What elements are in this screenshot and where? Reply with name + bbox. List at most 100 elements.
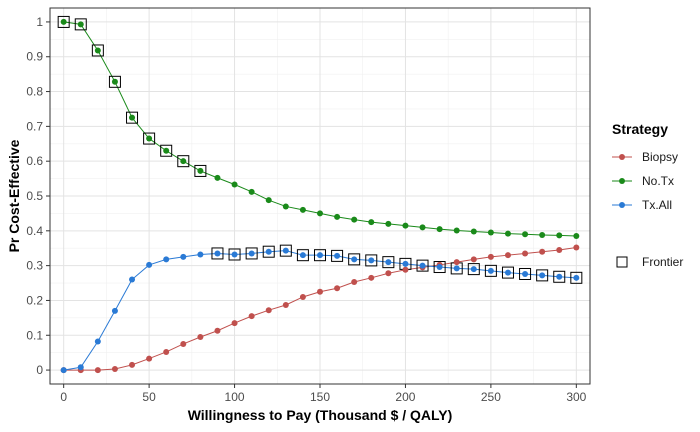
data-point-no-tx [248, 188, 255, 195]
frontier-marker [348, 253, 361, 266]
data-point-no-tx [385, 220, 392, 227]
frontier-marker [228, 248, 241, 261]
frontier-marker [467, 263, 480, 276]
data-point-no-tx [163, 147, 170, 154]
data-point-biopsy [231, 320, 238, 327]
data-point-no-tx [111, 78, 118, 85]
x-tick-label: 150 [310, 390, 330, 404]
data-point-tx-all [231, 251, 238, 258]
data-point-biopsy [317, 288, 323, 295]
data-point-biopsy [111, 366, 118, 373]
data-point-no-tx [129, 114, 136, 121]
data-point-biopsy [94, 367, 101, 374]
data-point-tx-all [470, 266, 477, 273]
y-axis-title: Pr Cost-Effective [6, 139, 22, 252]
data-point-tx-all [94, 338, 101, 345]
data-point-biopsy [163, 348, 170, 355]
y-tick-label: 0.9 [26, 50, 43, 64]
data-point-biopsy [265, 307, 272, 314]
data-point-no-tx [214, 174, 221, 181]
data-point-tx-all [402, 260, 409, 267]
data-point-biopsy [487, 253, 494, 260]
data-point-no-tx [282, 203, 289, 210]
frontier-marker [553, 270, 566, 283]
frontier-marker [484, 264, 497, 277]
data-point-tx-all [385, 259, 392, 266]
legend-frontier-square [616, 256, 628, 268]
data-point-biopsy [214, 327, 221, 334]
data-point-no-tx [351, 216, 358, 223]
data-point-biopsy [539, 248, 546, 255]
x-tick-label: 50 [142, 390, 156, 404]
data-point-tx-all [504, 269, 511, 276]
axis-ticks: 0 50 100 150 200 250 300 0 0.1 0.2 0.3 0.4 0.5 0.6 0.7… [26, 15, 586, 404]
data-point-biopsy [129, 361, 136, 368]
frontier-marker [331, 249, 344, 262]
data-point-tx-all [299, 252, 306, 259]
data-point-no-tx [402, 222, 409, 229]
data-point-tx-all [214, 250, 221, 257]
data-point-no-tx [522, 231, 529, 238]
data-point-biopsy [573, 244, 580, 251]
frontier-marker [262, 245, 275, 258]
frontier-marker [536, 269, 549, 282]
frontier-marker [416, 259, 429, 272]
data-point-tx-all [282, 247, 289, 254]
y-tick-label: 0.1 [26, 328, 43, 342]
data-point-no-tx [470, 228, 477, 235]
data-point-no-tx [539, 231, 546, 238]
legend-label-no-tx: No.Tx [642, 174, 674, 188]
y-tick-label: 0.8 [26, 85, 43, 99]
data-point-tx-all [487, 267, 494, 274]
legend-label-frontier: Frontier [642, 255, 683, 269]
data-point-biopsy [146, 355, 153, 362]
data-point-no-tx [265, 197, 272, 204]
data-point-no-tx [146, 135, 153, 142]
y-tick-label: 0.6 [26, 154, 43, 168]
legend: Strategy Biopsy No.Tx Tx.All Frontier [612, 121, 683, 269]
x-tick-label: 100 [225, 390, 245, 404]
data-point-tx-all [163, 256, 170, 263]
plot-grid [50, 8, 590, 384]
legend-label-biopsy: Biopsy [642, 150, 678, 164]
x-tick-label: 0 [60, 390, 67, 404]
x-tick-label: 250 [481, 390, 501, 404]
data-point-tx-all [317, 252, 323, 259]
series-points [60, 18, 580, 374]
frontier-marker [57, 15, 70, 28]
data-point-no-tx [487, 229, 494, 236]
y-tick-label: 0 [36, 363, 43, 377]
frontier-marker [279, 244, 292, 257]
data-point-biopsy [470, 256, 477, 263]
data-point-biopsy [522, 250, 529, 257]
data-point-no-tx [94, 47, 101, 54]
legend-point-no-tx [619, 178, 625, 184]
frontier-marker [519, 267, 532, 280]
y-tick-label: 0.2 [26, 293, 43, 307]
data-point-tx-all [111, 307, 118, 314]
data-point-tx-all [180, 253, 187, 260]
data-point-tx-all [419, 262, 426, 269]
legend-point-tx-all [619, 202, 625, 208]
data-point-biopsy [368, 274, 375, 281]
x-axis-title: Willingness to Pay (Thousand $ / QALY) [188, 407, 453, 423]
data-point-no-tx [419, 224, 426, 231]
data-point-no-tx [368, 219, 375, 226]
y-tick-label: 0.3 [26, 259, 43, 273]
frontier-marker [501, 266, 514, 279]
x-tick-label: 200 [395, 390, 415, 404]
legend-point-biopsy [619, 154, 625, 160]
data-point-biopsy [453, 259, 460, 266]
data-point-no-tx [436, 226, 443, 233]
data-point-biopsy [402, 266, 409, 273]
data-point-no-tx [231, 181, 238, 188]
data-point-tx-all [522, 270, 529, 277]
data-point-tx-all [248, 250, 255, 257]
frontier-marker [160, 144, 173, 157]
data-point-biopsy [385, 270, 392, 277]
frontier-marker [365, 254, 378, 267]
frontier-marker [126, 111, 139, 124]
y-tick-label: 0.4 [26, 224, 43, 238]
